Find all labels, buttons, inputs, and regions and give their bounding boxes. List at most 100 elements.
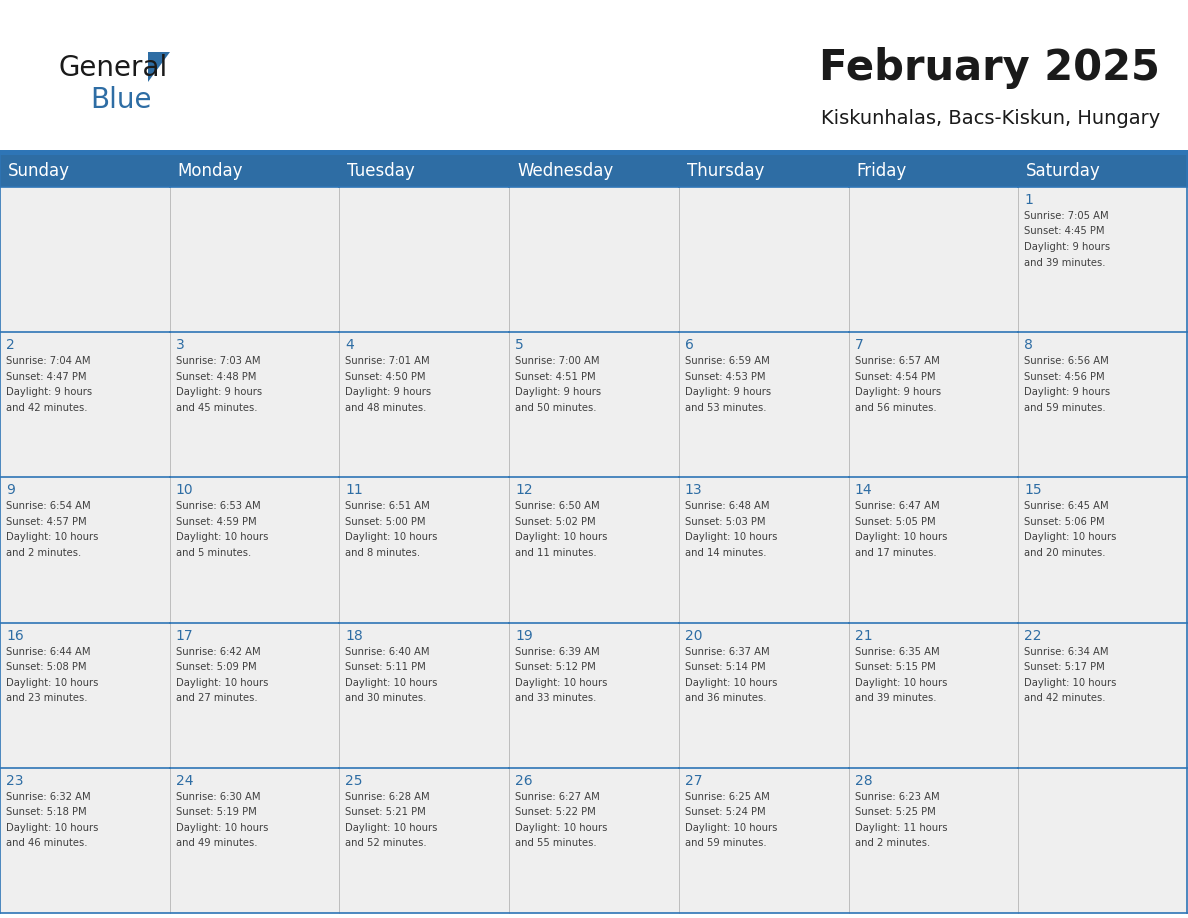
Bar <box>0 155 170 187</box>
Text: Sunset: 4:48 PM: Sunset: 4:48 PM <box>176 372 257 382</box>
Bar <box>1018 477 1188 622</box>
Bar <box>510 622 678 767</box>
Bar <box>848 622 1018 767</box>
Bar <box>340 155 510 187</box>
Text: Daylight: 9 hours: Daylight: 9 hours <box>1024 387 1111 397</box>
Text: Sunset: 5:24 PM: Sunset: 5:24 PM <box>684 807 765 817</box>
Text: and 52 minutes.: and 52 minutes. <box>346 838 426 848</box>
Text: Daylight: 10 hours: Daylight: 10 hours <box>1024 532 1117 543</box>
Text: and 14 minutes.: and 14 minutes. <box>684 548 766 558</box>
Bar <box>340 187 510 332</box>
Text: Daylight: 10 hours: Daylight: 10 hours <box>516 677 607 688</box>
Text: 6: 6 <box>684 338 694 353</box>
Bar <box>1018 155 1188 187</box>
Text: and 2 minutes.: and 2 minutes. <box>854 838 930 848</box>
Bar <box>170 155 340 187</box>
Text: and 11 minutes.: and 11 minutes. <box>516 548 596 558</box>
Text: and 53 minutes.: and 53 minutes. <box>684 403 766 413</box>
Text: Sunset: 5:05 PM: Sunset: 5:05 PM <box>854 517 935 527</box>
Bar <box>0 767 170 913</box>
Text: Sunrise: 6:32 AM: Sunrise: 6:32 AM <box>6 792 90 801</box>
Text: Sunset: 5:11 PM: Sunset: 5:11 PM <box>346 662 426 672</box>
Text: Sunset: 4:59 PM: Sunset: 4:59 PM <box>176 517 257 527</box>
Text: Daylight: 10 hours: Daylight: 10 hours <box>684 677 777 688</box>
Text: Sunset: 5:18 PM: Sunset: 5:18 PM <box>6 807 87 817</box>
Text: and 39 minutes.: and 39 minutes. <box>854 693 936 703</box>
Text: and 48 minutes.: and 48 minutes. <box>346 403 426 413</box>
Text: General: General <box>58 54 168 82</box>
Text: and 8 minutes.: and 8 minutes. <box>346 548 421 558</box>
Text: 5: 5 <box>516 338 524 353</box>
Text: Sunset: 5:02 PM: Sunset: 5:02 PM <box>516 517 595 527</box>
Text: and 59 minutes.: and 59 minutes. <box>684 838 766 848</box>
Text: 11: 11 <box>346 484 364 498</box>
Text: Sunset: 4:53 PM: Sunset: 4:53 PM <box>684 372 765 382</box>
Bar <box>0 477 170 622</box>
Text: and 42 minutes.: and 42 minutes. <box>1024 693 1106 703</box>
Text: and 50 minutes.: and 50 minutes. <box>516 403 596 413</box>
Text: Sunset: 5:08 PM: Sunset: 5:08 PM <box>6 662 87 672</box>
Text: Daylight: 10 hours: Daylight: 10 hours <box>346 677 438 688</box>
Bar <box>0 622 170 767</box>
Text: 12: 12 <box>516 484 532 498</box>
Text: and 17 minutes.: and 17 minutes. <box>854 548 936 558</box>
Bar <box>170 332 340 477</box>
Bar <box>848 477 1018 622</box>
Text: Sunset: 4:45 PM: Sunset: 4:45 PM <box>1024 227 1105 237</box>
Text: Blue: Blue <box>90 86 152 114</box>
Bar <box>510 767 678 913</box>
Bar <box>0 187 170 332</box>
Bar <box>848 155 1018 187</box>
Text: Sunrise: 6:28 AM: Sunrise: 6:28 AM <box>346 792 430 801</box>
Text: Sunrise: 6:45 AM: Sunrise: 6:45 AM <box>1024 501 1108 511</box>
Text: 16: 16 <box>6 629 24 643</box>
Text: Sunrise: 6:23 AM: Sunrise: 6:23 AM <box>854 792 940 801</box>
Text: Daylight: 10 hours: Daylight: 10 hours <box>6 532 99 543</box>
Text: Daylight: 10 hours: Daylight: 10 hours <box>516 532 607 543</box>
Text: Tuesday: Tuesday <box>347 162 415 180</box>
Text: Sunset: 5:21 PM: Sunset: 5:21 PM <box>346 807 426 817</box>
Text: 19: 19 <box>516 629 533 643</box>
Text: Daylight: 10 hours: Daylight: 10 hours <box>1024 677 1117 688</box>
Text: Wednesday: Wednesday <box>517 162 613 180</box>
Bar <box>678 155 848 187</box>
Text: Sunset: 4:51 PM: Sunset: 4:51 PM <box>516 372 595 382</box>
Text: Sunset: 5:14 PM: Sunset: 5:14 PM <box>684 662 765 672</box>
Text: Daylight: 10 hours: Daylight: 10 hours <box>6 677 99 688</box>
Text: Sunrise: 6:42 AM: Sunrise: 6:42 AM <box>176 646 260 656</box>
Text: 15: 15 <box>1024 484 1042 498</box>
Text: 3: 3 <box>176 338 184 353</box>
Bar <box>678 477 848 622</box>
Bar <box>170 187 340 332</box>
Text: Sunrise: 6:39 AM: Sunrise: 6:39 AM <box>516 646 600 656</box>
Text: 2: 2 <box>6 338 14 353</box>
Text: Daylight: 10 hours: Daylight: 10 hours <box>176 823 268 833</box>
Text: 1: 1 <box>1024 193 1034 207</box>
Text: Sunset: 5:19 PM: Sunset: 5:19 PM <box>176 807 257 817</box>
Text: 17: 17 <box>176 629 194 643</box>
Text: and 2 minutes.: and 2 minutes. <box>6 548 81 558</box>
Text: Monday: Monday <box>178 162 244 180</box>
Bar <box>848 187 1018 332</box>
Text: and 23 minutes.: and 23 minutes. <box>6 693 88 703</box>
Text: Daylight: 10 hours: Daylight: 10 hours <box>854 532 947 543</box>
Text: 14: 14 <box>854 484 872 498</box>
Text: 21: 21 <box>854 629 872 643</box>
Text: 27: 27 <box>684 774 702 788</box>
Text: Sunrise: 7:03 AM: Sunrise: 7:03 AM <box>176 356 260 366</box>
Text: Sunset: 4:50 PM: Sunset: 4:50 PM <box>346 372 426 382</box>
Bar <box>1018 767 1188 913</box>
Text: Sunset: 4:47 PM: Sunset: 4:47 PM <box>6 372 87 382</box>
Text: 7: 7 <box>854 338 864 353</box>
Bar <box>170 477 340 622</box>
Bar <box>340 477 510 622</box>
Polygon shape <box>148 52 170 82</box>
Bar <box>170 767 340 913</box>
Bar <box>678 187 848 332</box>
Bar <box>340 767 510 913</box>
Text: February 2025: February 2025 <box>819 47 1159 89</box>
Text: Daylight: 10 hours: Daylight: 10 hours <box>346 532 438 543</box>
Text: Sunrise: 6:57 AM: Sunrise: 6:57 AM <box>854 356 940 366</box>
Text: 24: 24 <box>176 774 194 788</box>
Text: Daylight: 9 hours: Daylight: 9 hours <box>176 387 261 397</box>
